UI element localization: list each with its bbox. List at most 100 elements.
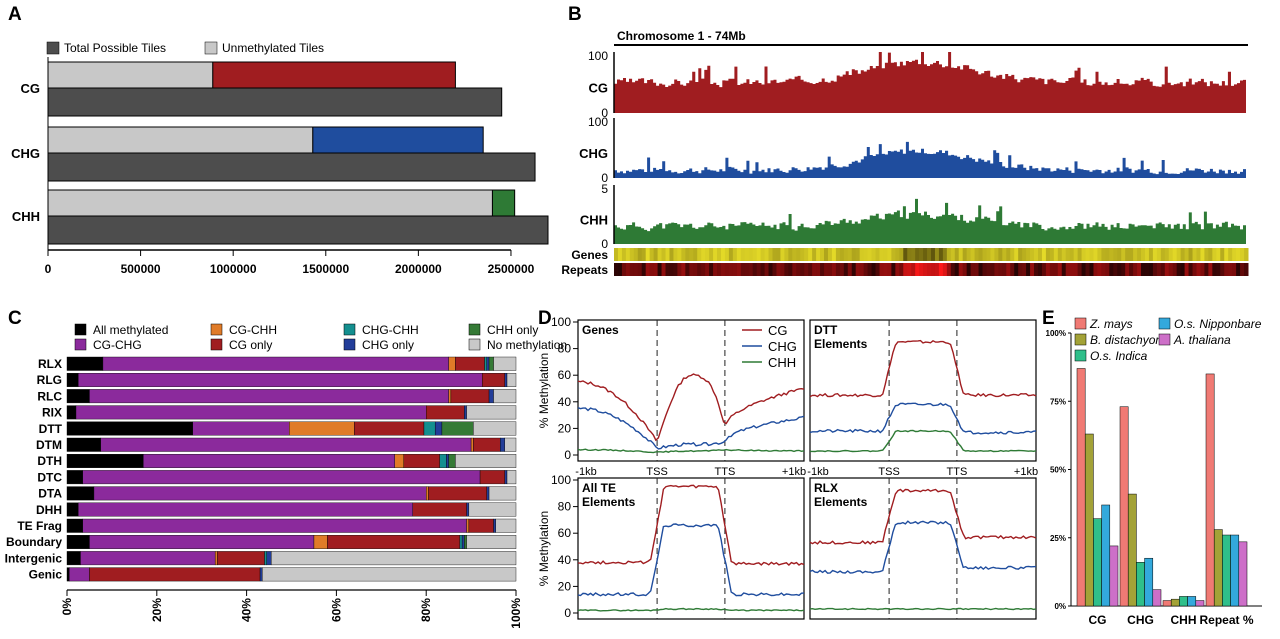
heat-cell <box>1077 263 1083 276</box>
heat-cell <box>677 248 682 261</box>
heat-cell <box>962 263 968 276</box>
heat-cell <box>847 263 853 276</box>
segment-DTM-3 <box>473 437 501 452</box>
heat-cell <box>669 263 674 276</box>
heat-cell <box>1057 263 1063 276</box>
legend-label-unmethylated: Unmethylated Tiles <box>222 41 324 55</box>
heat-cell <box>693 248 698 261</box>
heat-cell <box>990 263 995 276</box>
segment-RLX-3 <box>455 356 485 371</box>
bar-CHG-4 <box>1152 589 1162 607</box>
row-label-DTC: DTC <box>37 470 62 484</box>
heat-cell <box>855 263 861 276</box>
heat-cell <box>808 248 813 261</box>
segment-DTA-5 <box>486 486 490 501</box>
heat-cell <box>875 263 880 276</box>
heat-cell <box>645 263 651 276</box>
heat-cell <box>831 248 837 261</box>
segment-Boundary-7 <box>466 535 517 549</box>
row-label-DTH: DTH <box>37 454 62 468</box>
heat-cell <box>617 263 623 276</box>
heat-cell <box>1188 248 1194 261</box>
heat-cell <box>1065 248 1071 261</box>
y-tick-label: 40 <box>558 395 572 409</box>
heat-cell <box>804 263 809 276</box>
legend-label: CHH only <box>487 323 538 337</box>
line-chh <box>809 607 1037 611</box>
segment-Intergenic-1 <box>80 551 216 566</box>
heat-cell <box>1014 248 1019 261</box>
heat-cell <box>717 248 722 261</box>
heat-cell <box>954 248 960 261</box>
bar-methylated-CHH <box>491 189 516 217</box>
heat-cell <box>764 248 770 261</box>
segment-DTM-0 <box>66 437 101 452</box>
heat-cell <box>820 248 825 261</box>
segment-DTA-1 <box>93 486 427 501</box>
line-chg <box>577 523 805 597</box>
y-tick-label: 100 <box>551 315 571 329</box>
y-tick-label: 0 <box>564 448 571 462</box>
segment-RLX-4 <box>484 356 488 371</box>
segment-DHH-0 <box>66 502 79 517</box>
legend-swatch-5 <box>343 338 356 351</box>
heat-cell <box>824 263 829 276</box>
heat-cell <box>649 263 655 276</box>
heat-cell <box>772 263 777 276</box>
heat-cell <box>1109 263 1114 276</box>
segment-DTA-2 <box>426 486 429 501</box>
x-tick-label: 20% <box>150 598 164 622</box>
heat-cell <box>705 248 710 261</box>
track-ymin-CHH: 0 <box>601 237 608 251</box>
heat-cell <box>946 248 952 261</box>
x-tick-label: 80% <box>419 598 433 622</box>
heat-cell <box>701 263 706 276</box>
heat-cell <box>661 248 667 261</box>
heat-cell <box>1101 263 1106 276</box>
heat-cell <box>732 248 738 261</box>
heat-cell <box>974 248 980 261</box>
bar-CG-1 <box>1084 433 1094 607</box>
heat-cell <box>768 248 773 261</box>
y-axis-title: % Methylation <box>537 511 551 586</box>
heat-cell <box>891 248 896 261</box>
segment-Intergenic-0 <box>66 551 81 566</box>
heat-cell <box>788 248 793 261</box>
segment-RLX-2 <box>448 356 456 371</box>
heat-cell <box>709 248 714 261</box>
row-label-Genic: Genic <box>29 568 63 582</box>
heat-cell <box>629 263 635 276</box>
heat-cell <box>915 248 920 261</box>
x-tick-label: TSS <box>646 466 667 478</box>
subplot-title: RLX <box>814 481 838 495</box>
heat-cell <box>831 263 837 276</box>
heat-cell <box>887 263 892 276</box>
bar-unmethylated-CHH <box>47 189 493 217</box>
heat-cell <box>1164 248 1170 261</box>
segment-Genic-0 <box>66 567 70 582</box>
segment-TE Frag-5 <box>493 518 496 533</box>
heat-cell <box>736 263 742 276</box>
y-tick-label: 20 <box>558 421 572 435</box>
legend-label: O.s. Indica <box>1090 349 1148 363</box>
heat-cell <box>1133 263 1138 276</box>
track-ymax-CHG: 100 <box>588 115 608 129</box>
heat-cell <box>1192 248 1197 261</box>
heat-cell <box>871 263 877 276</box>
segment-DHH-7 <box>468 502 517 517</box>
heat-cell <box>931 248 936 261</box>
bar-methylated-CG <box>212 61 456 89</box>
heat-track-label-Repeats: Repeats <box>561 263 608 277</box>
segment-RLG-3 <box>482 373 505 387</box>
heat-cell <box>1137 263 1142 276</box>
segment-TE Frag-2 <box>466 518 470 533</box>
heat-cell <box>1152 248 1158 261</box>
heat-cell <box>1121 248 1126 261</box>
heat-cell <box>784 263 789 276</box>
heat-cell <box>744 263 750 276</box>
heat-cell <box>1037 248 1043 261</box>
heat-cell <box>1200 263 1205 276</box>
heat-cell <box>1212 263 1217 276</box>
segment-RLG-7 <box>506 373 517 387</box>
